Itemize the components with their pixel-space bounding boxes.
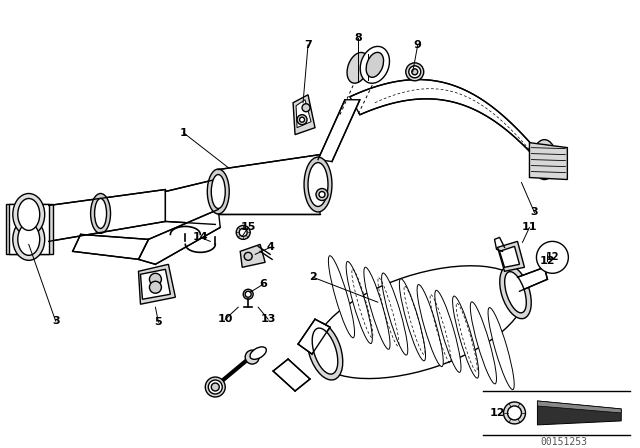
Circle shape [409,66,420,78]
Ellipse shape [360,47,390,83]
Text: 11: 11 [522,222,537,233]
Ellipse shape [250,347,266,359]
Text: 3: 3 [52,316,60,326]
Ellipse shape [536,145,552,175]
Ellipse shape [417,284,444,366]
Polygon shape [296,100,311,128]
Polygon shape [218,155,320,215]
Text: 15: 15 [241,222,256,233]
Circle shape [239,228,247,237]
Ellipse shape [207,169,229,214]
Circle shape [508,406,522,420]
Text: 6: 6 [259,279,267,289]
Circle shape [300,117,305,122]
Ellipse shape [366,52,383,78]
Text: 12: 12 [490,408,505,418]
Ellipse shape [381,273,408,355]
Text: 10: 10 [218,314,233,324]
Ellipse shape [312,328,338,374]
Circle shape [536,241,568,273]
Ellipse shape [399,279,426,361]
Polygon shape [497,241,524,271]
Circle shape [243,289,253,299]
Ellipse shape [488,308,514,390]
Ellipse shape [470,302,497,384]
Circle shape [205,377,225,397]
Ellipse shape [13,194,45,235]
Circle shape [297,115,307,125]
Circle shape [245,291,251,297]
Polygon shape [9,204,49,254]
Polygon shape [518,267,547,291]
Text: 7: 7 [304,40,312,50]
Polygon shape [138,264,175,304]
Ellipse shape [505,271,526,313]
Polygon shape [293,95,315,135]
Ellipse shape [95,198,106,228]
Text: 14: 14 [193,233,208,242]
Ellipse shape [452,296,479,378]
Ellipse shape [308,163,328,207]
Text: 5: 5 [155,317,162,327]
Polygon shape [273,359,310,391]
Text: 2: 2 [309,272,317,282]
Circle shape [319,191,325,198]
Text: 12: 12 [540,256,555,266]
Ellipse shape [435,290,461,372]
Circle shape [149,281,161,293]
Polygon shape [240,244,265,267]
Circle shape [412,69,418,75]
Ellipse shape [314,266,525,379]
Ellipse shape [211,175,225,208]
Text: 9: 9 [414,40,422,50]
Circle shape [211,383,220,391]
Ellipse shape [18,224,40,255]
Text: 12: 12 [546,252,559,263]
Polygon shape [165,180,215,224]
Ellipse shape [347,52,369,83]
Ellipse shape [500,266,531,319]
Circle shape [208,380,222,394]
Polygon shape [140,269,170,299]
Circle shape [406,63,424,81]
Ellipse shape [304,157,332,212]
Circle shape [149,273,161,285]
Text: 3: 3 [531,207,538,217]
Ellipse shape [307,322,343,380]
Text: 4: 4 [266,242,274,252]
Polygon shape [6,204,52,254]
Circle shape [302,104,310,112]
Polygon shape [538,401,621,425]
Ellipse shape [13,219,45,260]
Polygon shape [500,246,520,267]
Circle shape [236,225,250,239]
Polygon shape [72,234,148,259]
Polygon shape [350,80,545,168]
Text: 00151253: 00151253 [541,437,588,447]
Polygon shape [138,210,220,264]
Ellipse shape [328,256,355,338]
Circle shape [245,350,259,364]
Ellipse shape [532,140,556,180]
Ellipse shape [91,194,111,233]
Polygon shape [538,401,621,413]
Polygon shape [529,142,568,180]
Text: 1: 1 [179,128,188,138]
Ellipse shape [364,267,390,349]
Circle shape [244,252,252,260]
Polygon shape [49,190,165,241]
Circle shape [316,189,328,201]
Polygon shape [298,319,330,354]
Polygon shape [318,100,360,162]
Text: 8: 8 [354,33,362,43]
Text: 13: 13 [260,314,276,324]
Circle shape [504,402,525,424]
Ellipse shape [18,198,40,230]
Ellipse shape [346,262,372,344]
